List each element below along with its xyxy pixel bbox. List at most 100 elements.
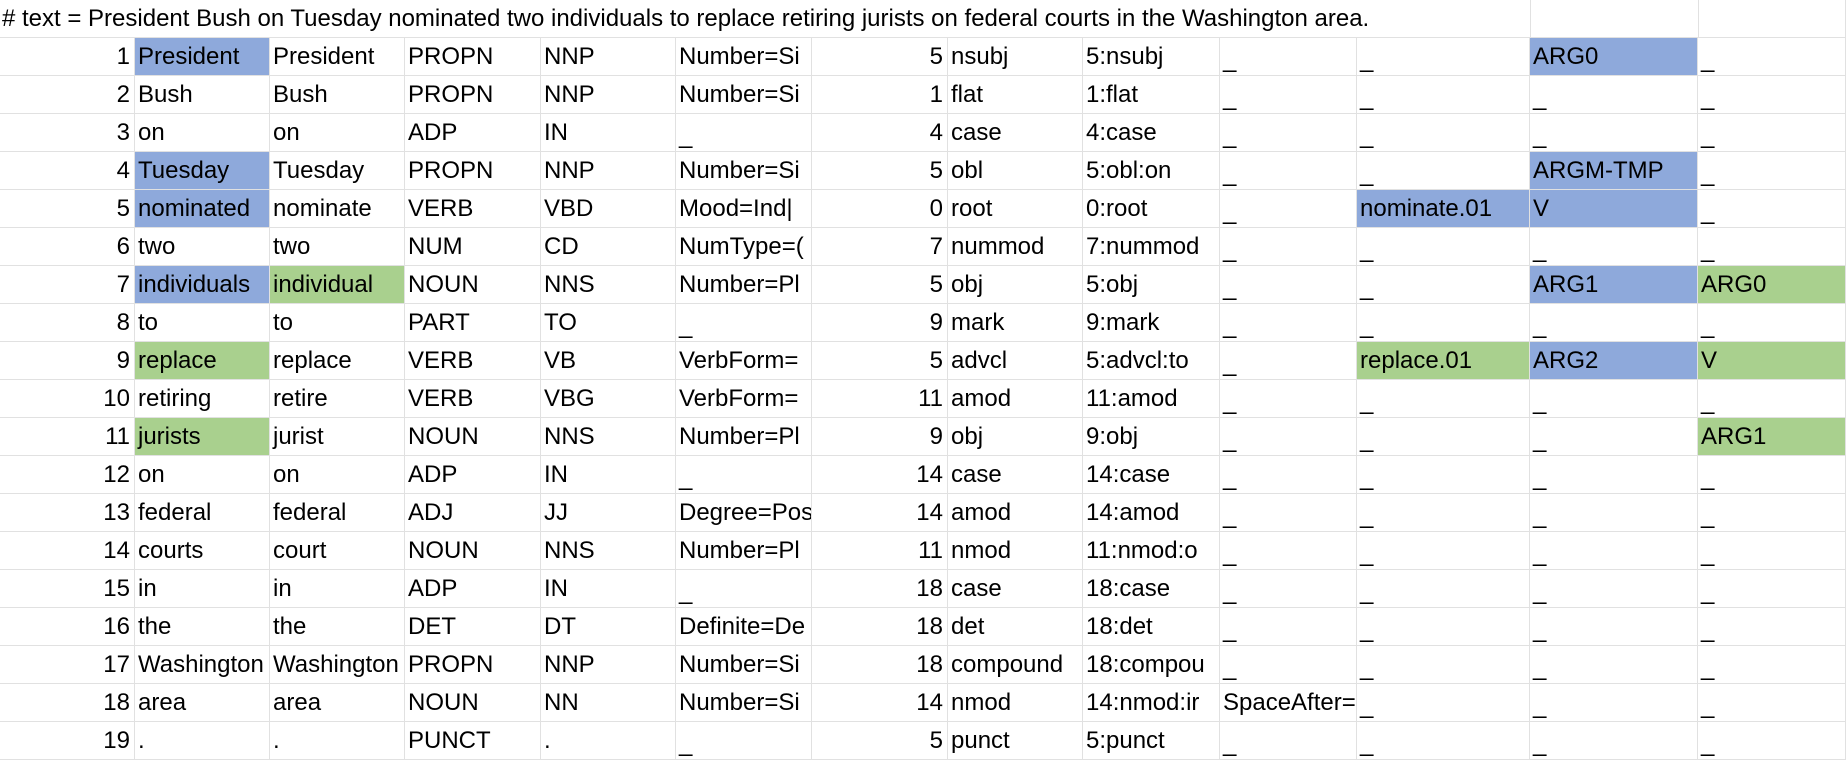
cell-deps[interactable]: 5:nsubj	[1083, 38, 1220, 76]
cell-lemma[interactable]: Tuesday	[270, 152, 405, 190]
cell-arg-frame-1[interactable]: _	[1530, 646, 1698, 684]
cell-feats[interactable]: Definite=De	[676, 608, 812, 646]
cell-arg-frame-2[interactable]: _	[1698, 152, 1846, 190]
cell-deps[interactable]: 9:mark	[1083, 304, 1220, 342]
cell-xpos[interactable]: TO	[541, 304, 676, 342]
cell-arg-frame-1[interactable]: _	[1530, 684, 1698, 722]
cell-predicate[interactable]: _	[1357, 532, 1530, 570]
cell-form[interactable]: nominated	[135, 190, 270, 228]
cell-lemma[interactable]: federal	[270, 494, 405, 532]
cell-deprel[interactable]: root	[948, 190, 1083, 228]
cell-deprel[interactable]: case	[948, 570, 1083, 608]
cell-form[interactable]: .	[135, 722, 270, 760]
cell-arg-frame-1[interactable]: _	[1530, 494, 1698, 532]
cell-lemma[interactable]: nominate	[270, 190, 405, 228]
cell-upos[interactable]: ADP	[405, 456, 541, 494]
cell-deps[interactable]: 5:obl:on	[1083, 152, 1220, 190]
cell-arg-frame-2[interactable]: _	[1698, 684, 1846, 722]
cell-predicate[interactable]: _	[1357, 76, 1530, 114]
cell-deprel[interactable]: punct	[948, 722, 1083, 760]
cell-predicate[interactable]: _	[1357, 304, 1530, 342]
cell-misc[interactable]: _	[1220, 342, 1357, 380]
sentence-text-cell[interactable]: # text = President Bush on Tuesday nomin…	[2, 5, 1370, 32]
cell-predicate[interactable]: _	[1357, 228, 1530, 266]
cell-upos[interactable]: ADP	[405, 570, 541, 608]
cell-xpos[interactable]: NN	[541, 684, 676, 722]
cell-misc[interactable]: _	[1220, 646, 1357, 684]
cell-head[interactable]: 5	[812, 266, 948, 304]
cell-deprel[interactable]: advcl	[948, 342, 1083, 380]
cell-token-id[interactable]: 12	[0, 456, 135, 494]
cell-arg-frame-2[interactable]: _	[1698, 114, 1846, 152]
cell-form[interactable]: in	[135, 570, 270, 608]
cell-predicate[interactable]: _	[1357, 418, 1530, 456]
cell-head[interactable]: 4	[812, 114, 948, 152]
cell-lemma[interactable]: on	[270, 456, 405, 494]
cell-form[interactable]: Washington	[135, 646, 270, 684]
cell-arg-frame-2[interactable]: _	[1698, 380, 1846, 418]
cell-deps[interactable]: 14:case	[1083, 456, 1220, 494]
cell-form[interactable]: the	[135, 608, 270, 646]
cell-token-id[interactable]: 4	[0, 152, 135, 190]
cell-head[interactable]: 9	[812, 304, 948, 342]
cell-upos[interactable]: VERB	[405, 190, 541, 228]
cell-misc[interactable]: _	[1220, 722, 1357, 760]
cell-lemma[interactable]: Bush	[270, 76, 405, 114]
cell-misc[interactable]: _	[1220, 228, 1357, 266]
cell-arg-frame-2[interactable]: _	[1698, 76, 1846, 114]
cell-arg-frame-2[interactable]: _	[1698, 304, 1846, 342]
cell-lemma[interactable]: court	[270, 532, 405, 570]
cell-lemma[interactable]: .	[270, 722, 405, 760]
cell-feats[interactable]: Number=Pl	[676, 418, 812, 456]
cell-form[interactable]: jurists	[135, 418, 270, 456]
cell-arg-frame-2[interactable]: V	[1698, 342, 1846, 380]
cell-predicate[interactable]: replace.01	[1357, 342, 1530, 380]
cell-xpos[interactable]: IN	[541, 114, 676, 152]
cell-token-id[interactable]: 14	[0, 532, 135, 570]
cell-deps[interactable]: 11:nmod:o	[1083, 532, 1220, 570]
cell-feats[interactable]: Number=Pl	[676, 532, 812, 570]
cell-arg-frame-1[interactable]: _	[1530, 608, 1698, 646]
cell-feats[interactable]: Number=Si	[676, 684, 812, 722]
cell-deprel[interactable]: nummod	[948, 228, 1083, 266]
cell-misc[interactable]: _	[1220, 608, 1357, 646]
cell-arg-frame-1[interactable]: ARG2	[1530, 342, 1698, 380]
cell-head[interactable]: 11	[812, 380, 948, 418]
cell-head[interactable]: 5	[812, 152, 948, 190]
cell-deprel[interactable]: obj	[948, 266, 1083, 304]
cell-predicate[interactable]: _	[1357, 380, 1530, 418]
cell-xpos[interactable]: JJ	[541, 494, 676, 532]
cell-arg-frame-2[interactable]: _	[1698, 570, 1846, 608]
cell-predicate[interactable]: nominate.01	[1357, 190, 1530, 228]
cell-form[interactable]: on	[135, 456, 270, 494]
cell-xpos[interactable]: DT	[541, 608, 676, 646]
cell-deprel[interactable]: mark	[948, 304, 1083, 342]
cell-token-id[interactable]: 6	[0, 228, 135, 266]
cell-form[interactable]: President	[135, 38, 270, 76]
cell-misc[interactable]: _	[1220, 304, 1357, 342]
cell-upos[interactable]: PART	[405, 304, 541, 342]
cell-predicate[interactable]: _	[1357, 646, 1530, 684]
cell-xpos[interactable]: NNP	[541, 38, 676, 76]
cell-upos[interactable]: ADP	[405, 114, 541, 152]
cell-upos[interactable]: PROPN	[405, 38, 541, 76]
cell-form[interactable]: on	[135, 114, 270, 152]
cell-predicate[interactable]: _	[1357, 608, 1530, 646]
cell-xpos[interactable]: VB	[541, 342, 676, 380]
cell-token-id[interactable]: 16	[0, 608, 135, 646]
cell-deps[interactable]: 14:amod	[1083, 494, 1220, 532]
cell-arg-frame-1[interactable]: _	[1530, 380, 1698, 418]
cell-xpos[interactable]: CD	[541, 228, 676, 266]
cell-feats[interactable]: _	[676, 456, 812, 494]
cell-form[interactable]: area	[135, 684, 270, 722]
cell-form[interactable]: individuals	[135, 266, 270, 304]
cell-form[interactable]: to	[135, 304, 270, 342]
cell-feats[interactable]: Mood=Ind|	[676, 190, 812, 228]
cell-head[interactable]: 5	[812, 38, 948, 76]
cell-feats[interactable]: Number=Si	[676, 646, 812, 684]
cell-deps[interactable]: 9:obj	[1083, 418, 1220, 456]
cell-feats[interactable]: _	[676, 114, 812, 152]
cell-head[interactable]: 18	[812, 570, 948, 608]
cell-upos[interactable]: ADJ	[405, 494, 541, 532]
cell-feats[interactable]: _	[676, 722, 812, 760]
